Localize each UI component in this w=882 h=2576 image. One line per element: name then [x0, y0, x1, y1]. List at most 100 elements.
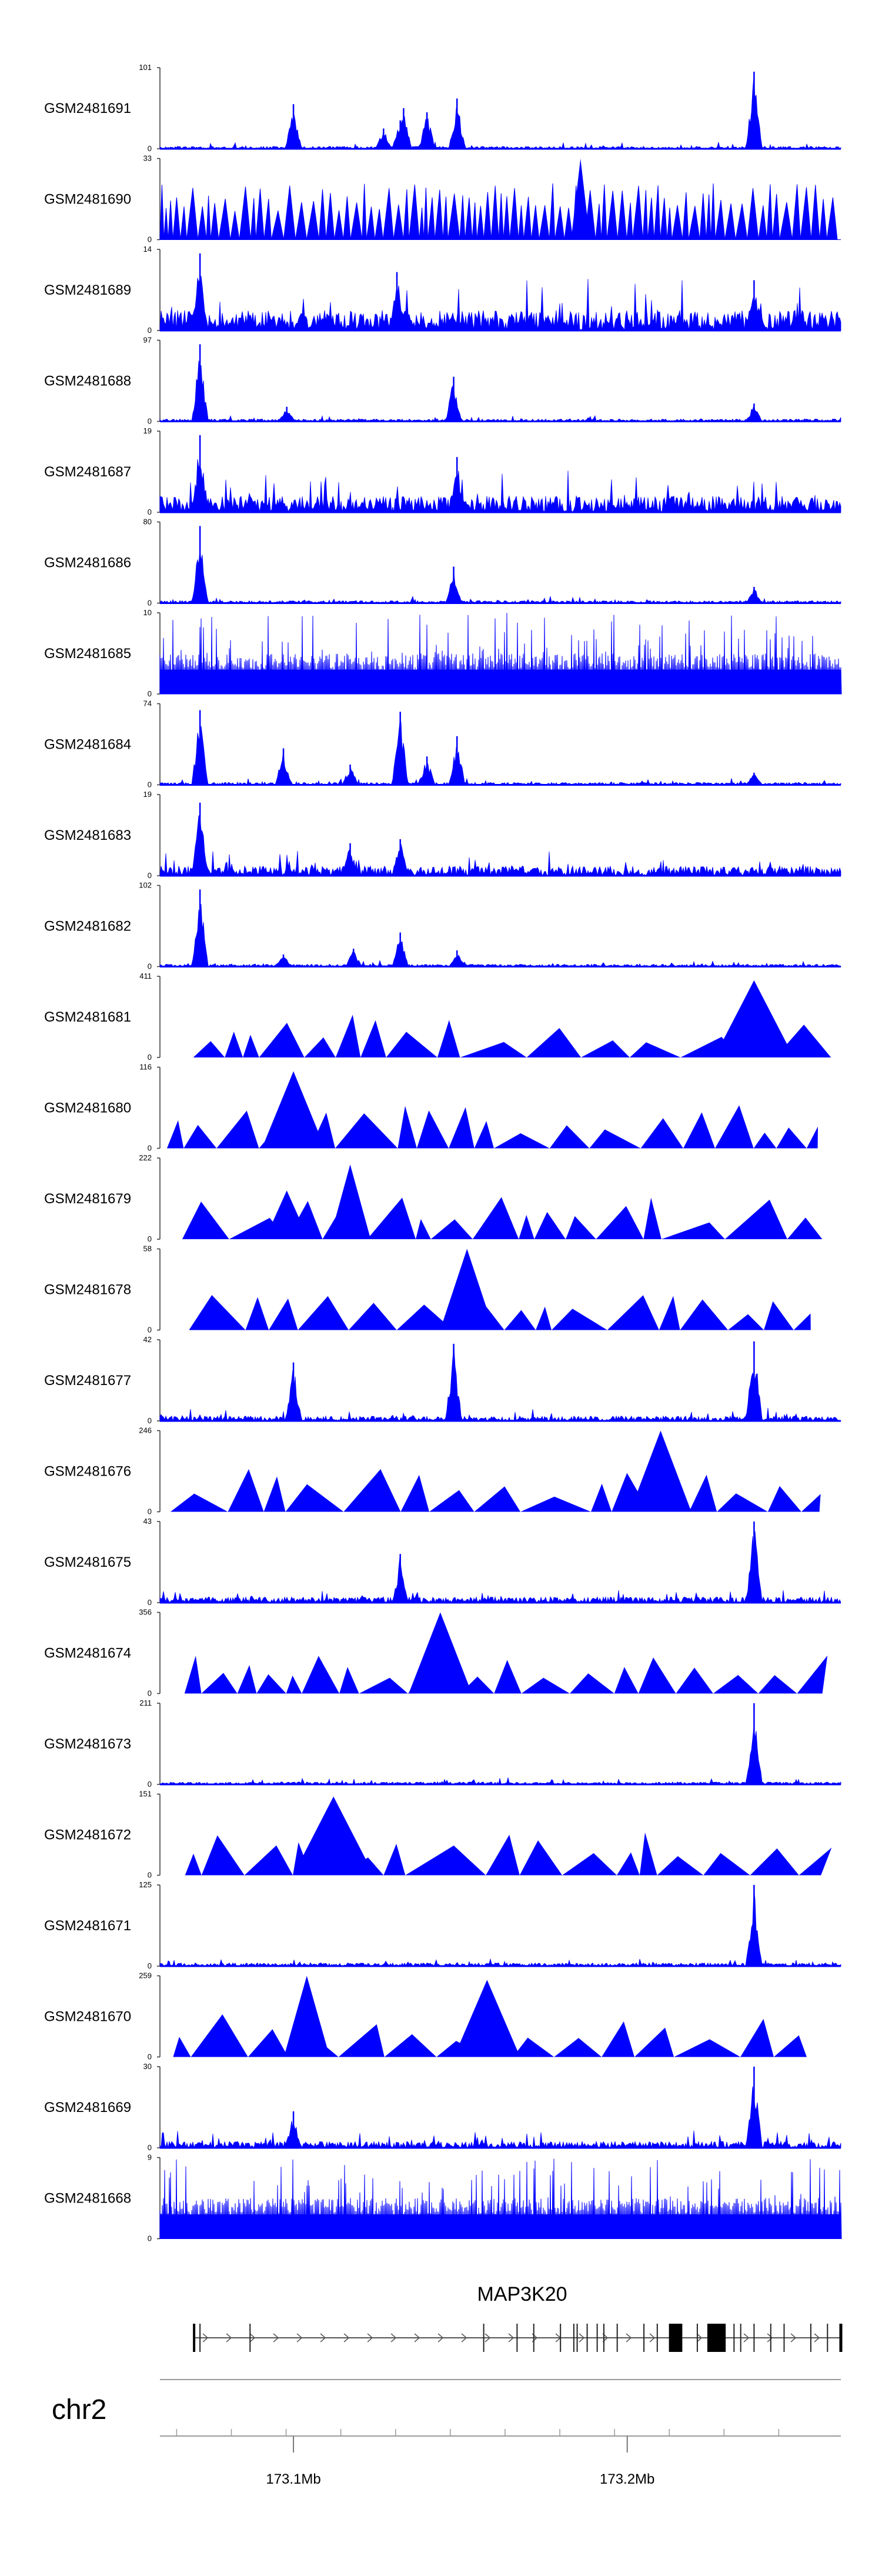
track-label: GSM2481683 — [44, 827, 131, 843]
y-max-label: 42 — [143, 1335, 152, 1344]
strand-arrow — [202, 2333, 209, 2343]
track-GSM2481678: GSM2481678 58 0 — [44, 1244, 811, 1334]
y-zero-label: 0 — [148, 871, 152, 880]
peak-mark — [454, 1980, 520, 2057]
strand-arrow — [367, 2333, 373, 2343]
coverage-area — [159, 549, 841, 604]
track-label: GSM2481675 — [44, 1554, 131, 1570]
track-GSM2481687: GSM2481687 19 0 — [44, 426, 841, 516]
coverage-area — [159, 1531, 841, 1604]
track-label: GSM2481678 — [44, 1282, 131, 1298]
coverage-area — [173, 2014, 807, 2057]
peak-mark — [630, 1430, 691, 1512]
y-max-label: 116 — [139, 1063, 152, 1072]
track-GSM2481670: GSM2481670 259 0 — [44, 1971, 807, 2061]
y-max-label: 101 — [139, 63, 152, 72]
coverage-area — [159, 275, 841, 332]
y-max-label: 102 — [139, 881, 152, 890]
track-label: GSM2481690 — [44, 192, 131, 208]
track-GSM2481684: GSM2481684 74 0 — [44, 699, 841, 789]
track-label: GSM2481688 — [44, 373, 131, 389]
y-max-label: 356 — [139, 1608, 152, 1617]
strand-arrow — [743, 2333, 750, 2343]
coverage-area — [159, 361, 841, 422]
strand-arrow — [437, 2333, 444, 2343]
strand-arrow — [579, 2333, 585, 2343]
track-GSM2481672: GSM2481672 151 0 — [44, 1790, 832, 1880]
y-zero-label: 0 — [148, 1416, 152, 1425]
track-GSM2481674: GSM2481674 356 0 — [44, 1608, 828, 1698]
peak-mark — [265, 1190, 309, 1239]
track-label: GSM2481671 — [44, 1918, 131, 1934]
y-zero-label: 0 — [148, 1326, 152, 1334]
y-max-label: 9 — [148, 2153, 152, 2162]
chromosome-axis: chr2 173.1Mb 173.2Mb — [52, 2379, 841, 2487]
y-max-label: 97 — [143, 336, 152, 345]
y-zero-label: 0 — [148, 2143, 152, 2152]
gene-model — [193, 2324, 843, 2352]
strand-arrow — [414, 2333, 420, 2343]
track-GSM2481668: GSM2481668 9 0 — [44, 2153, 842, 2243]
track-label: GSM2481673 — [44, 1736, 131, 1752]
strand-arrow — [296, 2333, 303, 2343]
track-GSM2481677: GSM2481677 42 0 — [44, 1335, 841, 1425]
y-zero-label: 0 — [148, 1144, 152, 1153]
y-max-label: 211 — [139, 1699, 152, 1707]
track-label: GSM2481685 — [44, 646, 131, 662]
strand-arrow — [273, 2333, 279, 2343]
axis-ticks: 173.1Mb 173.2Mb — [176, 2429, 780, 2487]
track-GSM2481671: GSM2481671 125 0 — [44, 1880, 841, 1970]
track-label: GSM2481689 — [44, 282, 131, 298]
dense-fill — [160, 2214, 841, 2239]
y-zero-label: 0 — [148, 2234, 152, 2243]
track-GSM2481676: GSM2481676 246 0 — [44, 1426, 821, 1516]
gene-track: MAP3K20 — [193, 2283, 843, 2352]
peak-mark — [571, 158, 590, 240]
y-zero-label: 0 — [148, 599, 152, 608]
track-GSM2481688: GSM2481688 97 0 — [44, 336, 841, 426]
coverage-area — [159, 459, 841, 513]
y-zero-label: 0 — [148, 326, 152, 335]
track-GSM2481691: GSM2481691 101 0 — [44, 63, 841, 153]
strand-arrow — [390, 2333, 397, 2343]
track-GSM2481675: GSM2481675 43 0 — [44, 1517, 841, 1607]
strand-arrow — [767, 2333, 773, 2343]
y-zero-label: 0 — [148, 2053, 152, 2061]
peak-mark — [409, 1612, 472, 1694]
y-max-label: 74 — [143, 699, 152, 708]
coverage-area — [159, 183, 841, 240]
coverage-area — [170, 1469, 821, 1512]
track-label: GSM2481674 — [44, 1646, 131, 1661]
strand-arrow — [696, 2333, 703, 2343]
y-max-label: 151 — [139, 1790, 152, 1798]
y-zero-label: 0 — [148, 1053, 152, 1062]
y-max-label: 411 — [139, 972, 152, 980]
y-max-label: 222 — [139, 1153, 152, 1162]
track-GSM2481673: GSM2481673 211 0 — [44, 1699, 841, 1788]
coverage-area — [166, 1105, 818, 1149]
coverage-area — [159, 75, 841, 149]
track-label: GSM2481680 — [44, 1100, 131, 1116]
track-label: GSM2481670 — [44, 2009, 131, 2025]
track-GSM2481680: GSM2481680 116 0 — [44, 1063, 818, 1153]
track-label: GSM2481677 — [44, 1373, 131, 1389]
gene-name-label: MAP3K20 — [477, 2283, 567, 2305]
peak-mark — [262, 1071, 325, 1149]
track-GSM2481690: GSM2481690 33 0 — [44, 154, 841, 244]
strand-arrow — [485, 2333, 491, 2343]
strand-arrow — [790, 2333, 797, 2343]
coverage-area — [159, 721, 841, 786]
strand-arrow — [320, 2333, 326, 2343]
track-GSM2481681: GSM2481681 411 0 — [44, 972, 831, 1062]
y-zero-label: 0 — [148, 1871, 152, 1880]
track-GSM2481686: GSM2481686 80 0 — [44, 518, 841, 608]
y-max-label: 19 — [143, 790, 152, 799]
track-label: GSM2481684 — [44, 737, 131, 753]
y-zero-label: 0 — [148, 780, 152, 789]
strand-arrow — [249, 2333, 256, 2343]
y-zero-label: 0 — [148, 1234, 152, 1243]
coverage-area — [159, 904, 841, 967]
track-GSM2481689: GSM2481689 14 0 — [44, 245, 841, 335]
y-max-label: 10 — [143, 608, 152, 617]
track-label: GSM2481672 — [44, 1827, 131, 1843]
